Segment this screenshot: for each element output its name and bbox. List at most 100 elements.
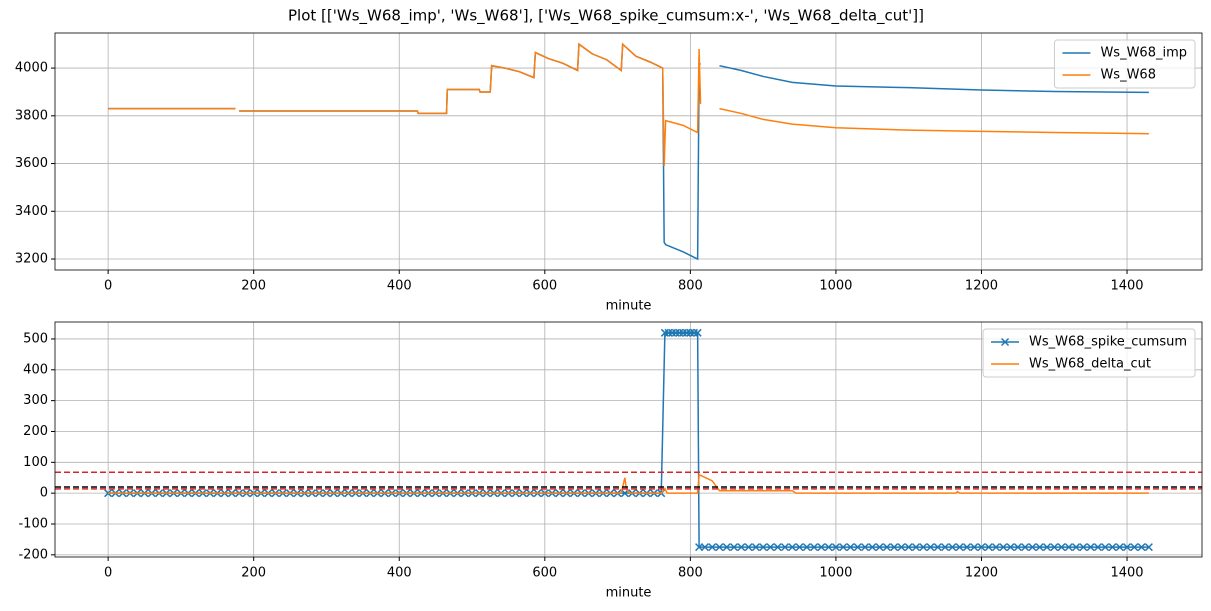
marker	[992, 543, 1001, 552]
marker	[1028, 543, 1037, 552]
axes: 0 200 400 600 800 1000 1200 1400 3200 3400 3600 380…	[15, 33, 1202, 314]
legend-frame	[1053, 39, 1196, 89]
marker	[904, 543, 913, 552]
marker	[1042, 543, 1052, 552]
x-tick-label: 400	[387, 566, 412, 581]
series-line	[108, 42, 1149, 166]
marker	[1057, 543, 1066, 552]
marker	[933, 543, 942, 552]
marker	[1035, 543, 1044, 552]
marker	[1006, 543, 1015, 552]
marker	[1021, 543, 1030, 552]
x-tick-label: 0	[104, 279, 112, 294]
x-tick-label: 0	[104, 566, 112, 581]
marker	[693, 328, 702, 337]
marker	[955, 543, 964, 552]
axes-frame	[54, 321, 1203, 558]
marker	[780, 543, 790, 552]
y-tick-label: -200	[18, 547, 48, 562]
y-tick-label: 300	[23, 393, 48, 408]
marker	[1123, 543, 1132, 552]
marker	[970, 543, 979, 552]
marker	[948, 543, 957, 552]
marker	[831, 543, 840, 552]
plot-area	[108, 42, 1149, 261]
plot-area	[55, 328, 1202, 552]
marker	[802, 543, 811, 552]
marker	[1072, 543, 1081, 552]
marker	[941, 543, 950, 552]
marker	[1013, 543, 1022, 552]
x-tick-label: 1000	[819, 566, 852, 581]
legend-frame	[982, 328, 1196, 378]
x-tick-label: 1200	[965, 566, 998, 581]
y-tick-label: 500	[23, 331, 48, 346]
marker	[1130, 543, 1139, 552]
marker	[1050, 543, 1059, 552]
figure-title: Plot [['Ws_W68_imp', 'Ws_W68'], ['Ws_W68…	[288, 7, 924, 26]
x-tick-label: 400	[387, 279, 412, 294]
marker	[708, 543, 717, 552]
marker	[977, 543, 986, 552]
marker	[962, 543, 971, 552]
y-tick-label: 400	[23, 362, 48, 377]
marker	[1079, 543, 1088, 552]
marker	[751, 543, 760, 552]
marker	[737, 543, 746, 552]
legend-label: Ws_W68_spike_cumsum	[1029, 335, 1187, 350]
y-tick-label: 3800	[15, 108, 48, 123]
x-tick-label: 1400	[1110, 566, 1143, 581]
marker	[1108, 543, 1117, 552]
x-tick-label: 800	[678, 279, 703, 294]
marker	[853, 543, 862, 552]
x-tick-label: 600	[532, 566, 557, 581]
marker	[773, 543, 782, 552]
marker	[868, 543, 877, 552]
y-tick-label: 100	[23, 455, 48, 470]
y-tick-label: 200	[23, 424, 48, 439]
marker	[700, 543, 709, 552]
legend-label: Ws_W68_delta_cut	[1029, 357, 1151, 372]
marker	[744, 543, 753, 552]
marker	[999, 543, 1008, 552]
marker	[926, 543, 935, 552]
marker	[810, 543, 819, 552]
legend-marker	[1001, 337, 1010, 347]
y-tick-label: 3400	[15, 204, 48, 219]
y-tick-label: 3200	[15, 252, 48, 267]
marker	[839, 543, 848, 552]
marker	[919, 543, 928, 552]
marker	[1093, 543, 1102, 552]
marker	[897, 543, 906, 552]
marker	[1115, 543, 1124, 552]
marker	[766, 543, 775, 552]
marker	[984, 543, 993, 552]
marker	[890, 543, 899, 552]
marker	[1144, 543, 1153, 552]
marker	[1137, 543, 1146, 552]
y-tick-label: 0	[40, 486, 48, 501]
y-tick-label: -100	[18, 517, 48, 532]
marker	[882, 543, 891, 552]
x-tick-label: 600	[532, 279, 557, 294]
marker	[695, 543, 704, 552]
marker	[715, 543, 724, 552]
marker	[1101, 543, 1110, 552]
x-tick-label: 1200	[965, 279, 998, 294]
x-tick-label: 200	[241, 566, 266, 581]
marker	[861, 543, 870, 552]
x-tick-label: 1400	[1110, 279, 1143, 294]
marker	[729, 543, 739, 552]
legend-label: Ws_W68_imp	[1100, 46, 1187, 61]
x-axis-label: minute	[606, 586, 652, 601]
x-tick-label: 800	[678, 566, 703, 581]
y-tick-label: 3600	[15, 156, 48, 171]
marker	[104, 489, 113, 498]
marker	[911, 543, 921, 552]
marker	[722, 543, 731, 552]
marker	[759, 543, 768, 552]
y-tick-label: 4000	[15, 61, 48, 76]
legend: Ws_W68_imp Ws_W68	[1053, 39, 1196, 89]
marker	[788, 543, 797, 552]
